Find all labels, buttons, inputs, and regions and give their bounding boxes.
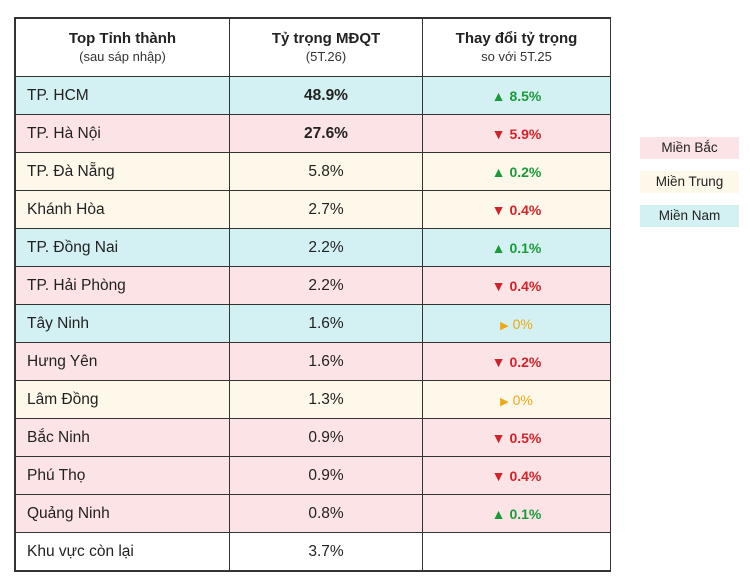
province-name: Khánh Hòa [15, 190, 230, 229]
share-value: 3.7% [229, 532, 423, 571]
table-row: TP. Đồng Nai 2.2% ▲ 0.1% [15, 228, 611, 267]
change-value: 0.4% [509, 277, 542, 294]
change-cell [422, 532, 611, 571]
province-name: TP. Hải Phòng [15, 266, 230, 305]
change-cell: ▼ 0.4% [422, 190, 611, 229]
table-row: TP. HCM 48.9% ▲ 8.5% [15, 76, 611, 115]
table-row: TP. Hà Nội 27.6% ▼ 5.9% [15, 114, 611, 153]
share-value: 0.8% [229, 494, 423, 533]
table-row: Tây Ninh 1.6% ▶ 0% [15, 304, 611, 343]
province-name: Khu vực còn lại [15, 532, 230, 571]
table-body: TP. HCM 48.9% ▲ 8.5% TP. Hà Nội 27.6% ▼ 5.9% TP.… [15, 76, 611, 571]
change-value: 0% [512, 391, 533, 408]
ranking-table-container: Top Tỉnh thành (sau sáp nhập) Tỷ trọng M… [14, 17, 611, 572]
province-name: Tây Ninh [15, 304, 230, 343]
province-name: Quảng Ninh [15, 494, 230, 533]
share-value: 2.2% [229, 266, 423, 305]
share-value: 0.9% [229, 456, 423, 495]
header-share-title: Tỷ trọng MĐQT [271, 29, 381, 47]
table-row: Quảng Ninh 0.8% ▲ 0.1% [15, 494, 611, 533]
triangle-down-icon: ▼ [491, 353, 506, 370]
share-value: 2.7% [229, 190, 423, 229]
header-province: Top Tỉnh thành (sau sáp nhập) [15, 18, 230, 77]
triangle-right-icon: ▶ [500, 319, 509, 332]
change-value: 5.9% [509, 125, 542, 142]
triangle-down-icon: ▼ [491, 467, 506, 484]
share-value: 0.9% [229, 418, 423, 457]
header-change-sub: so với 5T.25 [481, 48, 552, 64]
table-row: Hưng Yên 1.6% ▼ 0.2% [15, 342, 611, 381]
region-legend: Miền Bắc Miền Trung Miền Nam [640, 137, 739, 239]
share-value: 1.6% [229, 342, 423, 381]
header-share: Tỷ trọng MĐQT (5T.26) [229, 18, 423, 77]
change-cell: ▲ 8.5% [422, 76, 611, 115]
share-value: 5.8% [229, 152, 423, 191]
share-value: 27.6% [229, 114, 423, 153]
change-cell: ▼ 0.4% [422, 456, 611, 495]
province-name: TP. Đà Nẵng [15, 152, 230, 191]
triangle-down-icon: ▼ [491, 125, 506, 142]
province-name: TP. Đồng Nai [15, 228, 230, 267]
header-province-title: Top Tỉnh thành [68, 29, 177, 47]
province-name: Bắc Ninh [15, 418, 230, 457]
change-value: 0% [512, 315, 533, 332]
legend-item-trung: Miền Trung [640, 171, 739, 193]
ranking-table: Top Tỉnh thành (sau sáp nhập) Tỷ trọng M… [15, 18, 611, 571]
change-value: 0.1% [509, 505, 542, 522]
change-cell: ▲ 0.1% [422, 494, 611, 533]
change-cell: ▼ 0.4% [422, 266, 611, 305]
change-cell: ▼ 0.2% [422, 342, 611, 381]
change-value: 0.4% [509, 201, 542, 218]
change-cell: ▲ 0.1% [422, 228, 611, 267]
header-province-sub: (sau sáp nhập) [79, 48, 166, 64]
header-change-title: Thay đổi tỷ trọng [455, 29, 578, 47]
share-value: 2.2% [229, 228, 423, 267]
header-share-sub: (5T.26) [305, 48, 347, 64]
table-row: Khánh Hòa 2.7% ▼ 0.4% [15, 190, 611, 229]
change-value: 0.2% [509, 353, 542, 370]
change-cell: ▲ 0.2% [422, 152, 611, 191]
triangle-up-icon: ▲ [491, 87, 506, 104]
change-value: 0.1% [509, 239, 542, 256]
table-row: Khu vực còn lại 3.7% [15, 532, 611, 571]
table-header-row: Top Tỉnh thành (sau sáp nhập) Tỷ trọng M… [15, 18, 611, 77]
triangle-up-icon: ▲ [491, 239, 506, 256]
legend-item-bac: Miền Bắc [640, 137, 739, 159]
change-value: 0.2% [509, 163, 542, 180]
province-name: Hưng Yên [15, 342, 230, 381]
table-row: Phú Thọ 0.9% ▼ 0.4% [15, 456, 611, 495]
change-cell: ▼ 5.9% [422, 114, 611, 153]
table-row: TP. Đà Nẵng 5.8% ▲ 0.2% [15, 152, 611, 191]
change-value: 0.5% [509, 429, 542, 446]
province-name: TP. HCM [15, 76, 230, 115]
legend-item-nam: Miền Nam [640, 205, 739, 227]
share-value: 1.3% [229, 380, 423, 419]
triangle-down-icon: ▼ [491, 201, 506, 218]
change-value: 0.4% [509, 467, 542, 484]
province-name: Phú Thọ [15, 456, 230, 495]
table-row: Bắc Ninh 0.9% ▼ 0.5% [15, 418, 611, 457]
header-change: Thay đổi tỷ trọng so với 5T.25 [422, 18, 611, 77]
triangle-up-icon: ▲ [491, 163, 506, 180]
change-value: 8.5% [509, 87, 542, 104]
triangle-up-icon: ▲ [491, 505, 506, 522]
province-name: TP. Hà Nội [15, 114, 230, 153]
change-cell: ▶ 0% [422, 304, 611, 343]
change-cell: ▼ 0.5% [422, 418, 611, 457]
province-name: Lâm Đồng [15, 380, 230, 419]
triangle-right-icon: ▶ [500, 395, 509, 408]
share-value: 48.9% [229, 76, 423, 115]
triangle-down-icon: ▼ [491, 429, 506, 446]
table-row: Lâm Đồng 1.3% ▶ 0% [15, 380, 611, 419]
change-cell: ▶ 0% [422, 380, 611, 419]
share-value: 1.6% [229, 304, 423, 343]
table-row: TP. Hải Phòng 2.2% ▼ 0.4% [15, 266, 611, 305]
triangle-down-icon: ▼ [491, 277, 506, 294]
